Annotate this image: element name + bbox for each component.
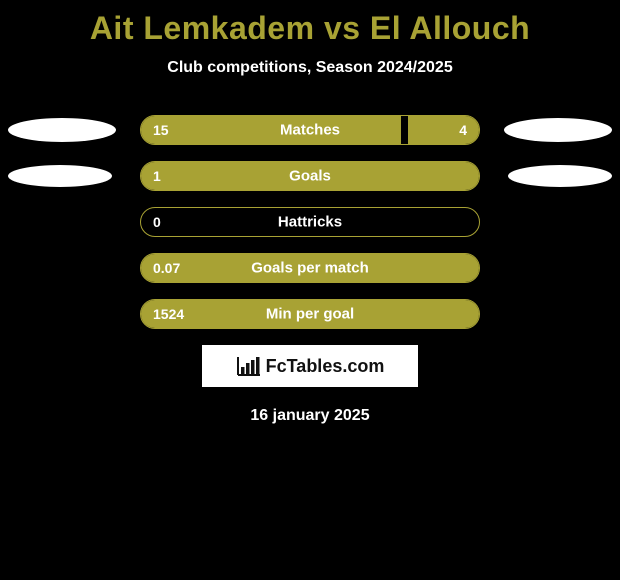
comparison-row: 0 Hattricks (0, 207, 620, 237)
stat-bar: 15 4 Matches (140, 115, 480, 145)
bar-gap (401, 116, 408, 144)
portrait-oval-left (8, 118, 116, 142)
bar-chart-icon (236, 355, 262, 377)
stat-bar: 0 Hattricks (140, 207, 480, 237)
comparison-row: 0.07 Goals per match (0, 253, 620, 283)
subtitle: Club competitions, Season 2024/2025 (0, 59, 620, 77)
stat-value-left: 1524 (153, 306, 184, 322)
logo-text: FcTables.com (266, 356, 385, 377)
site-logo: FcTables.com (202, 345, 418, 387)
bar-segment-left (141, 116, 401, 144)
portrait-oval-left (8, 165, 112, 187)
comparison-row: 15 4 Matches (0, 115, 620, 145)
stat-value-left: 0.07 (153, 260, 180, 276)
comparison-rows: 15 4 Matches 1 Goals 0 Hattricks 0.07 Goals per … (0, 115, 620, 329)
stat-label: Hattricks (278, 214, 342, 231)
stat-bar: 0.07 Goals per match (140, 253, 480, 283)
stat-label: Min per goal (266, 306, 354, 323)
stat-value-left: 0 (153, 214, 161, 230)
comparison-row: 1524 Min per goal (0, 299, 620, 329)
stat-bar: 1 Goals (140, 161, 480, 191)
date-label: 16 january 2025 (0, 407, 620, 425)
page-title: Ait Lemkadem vs El Allouch (0, 0, 620, 47)
portrait-oval-right (508, 165, 612, 187)
portrait-oval-right (504, 118, 612, 142)
stat-bar: 1524 Min per goal (140, 299, 480, 329)
stat-value-right: 4 (459, 122, 467, 138)
stat-value-left: 15 (153, 122, 169, 138)
stat-label: Goals per match (251, 260, 369, 277)
stat-label: Matches (280, 122, 340, 139)
stat-value-left: 1 (153, 168, 161, 184)
bar-segment-right (408, 116, 479, 144)
stat-label: Goals (289, 168, 331, 185)
comparison-row: 1 Goals (0, 161, 620, 191)
